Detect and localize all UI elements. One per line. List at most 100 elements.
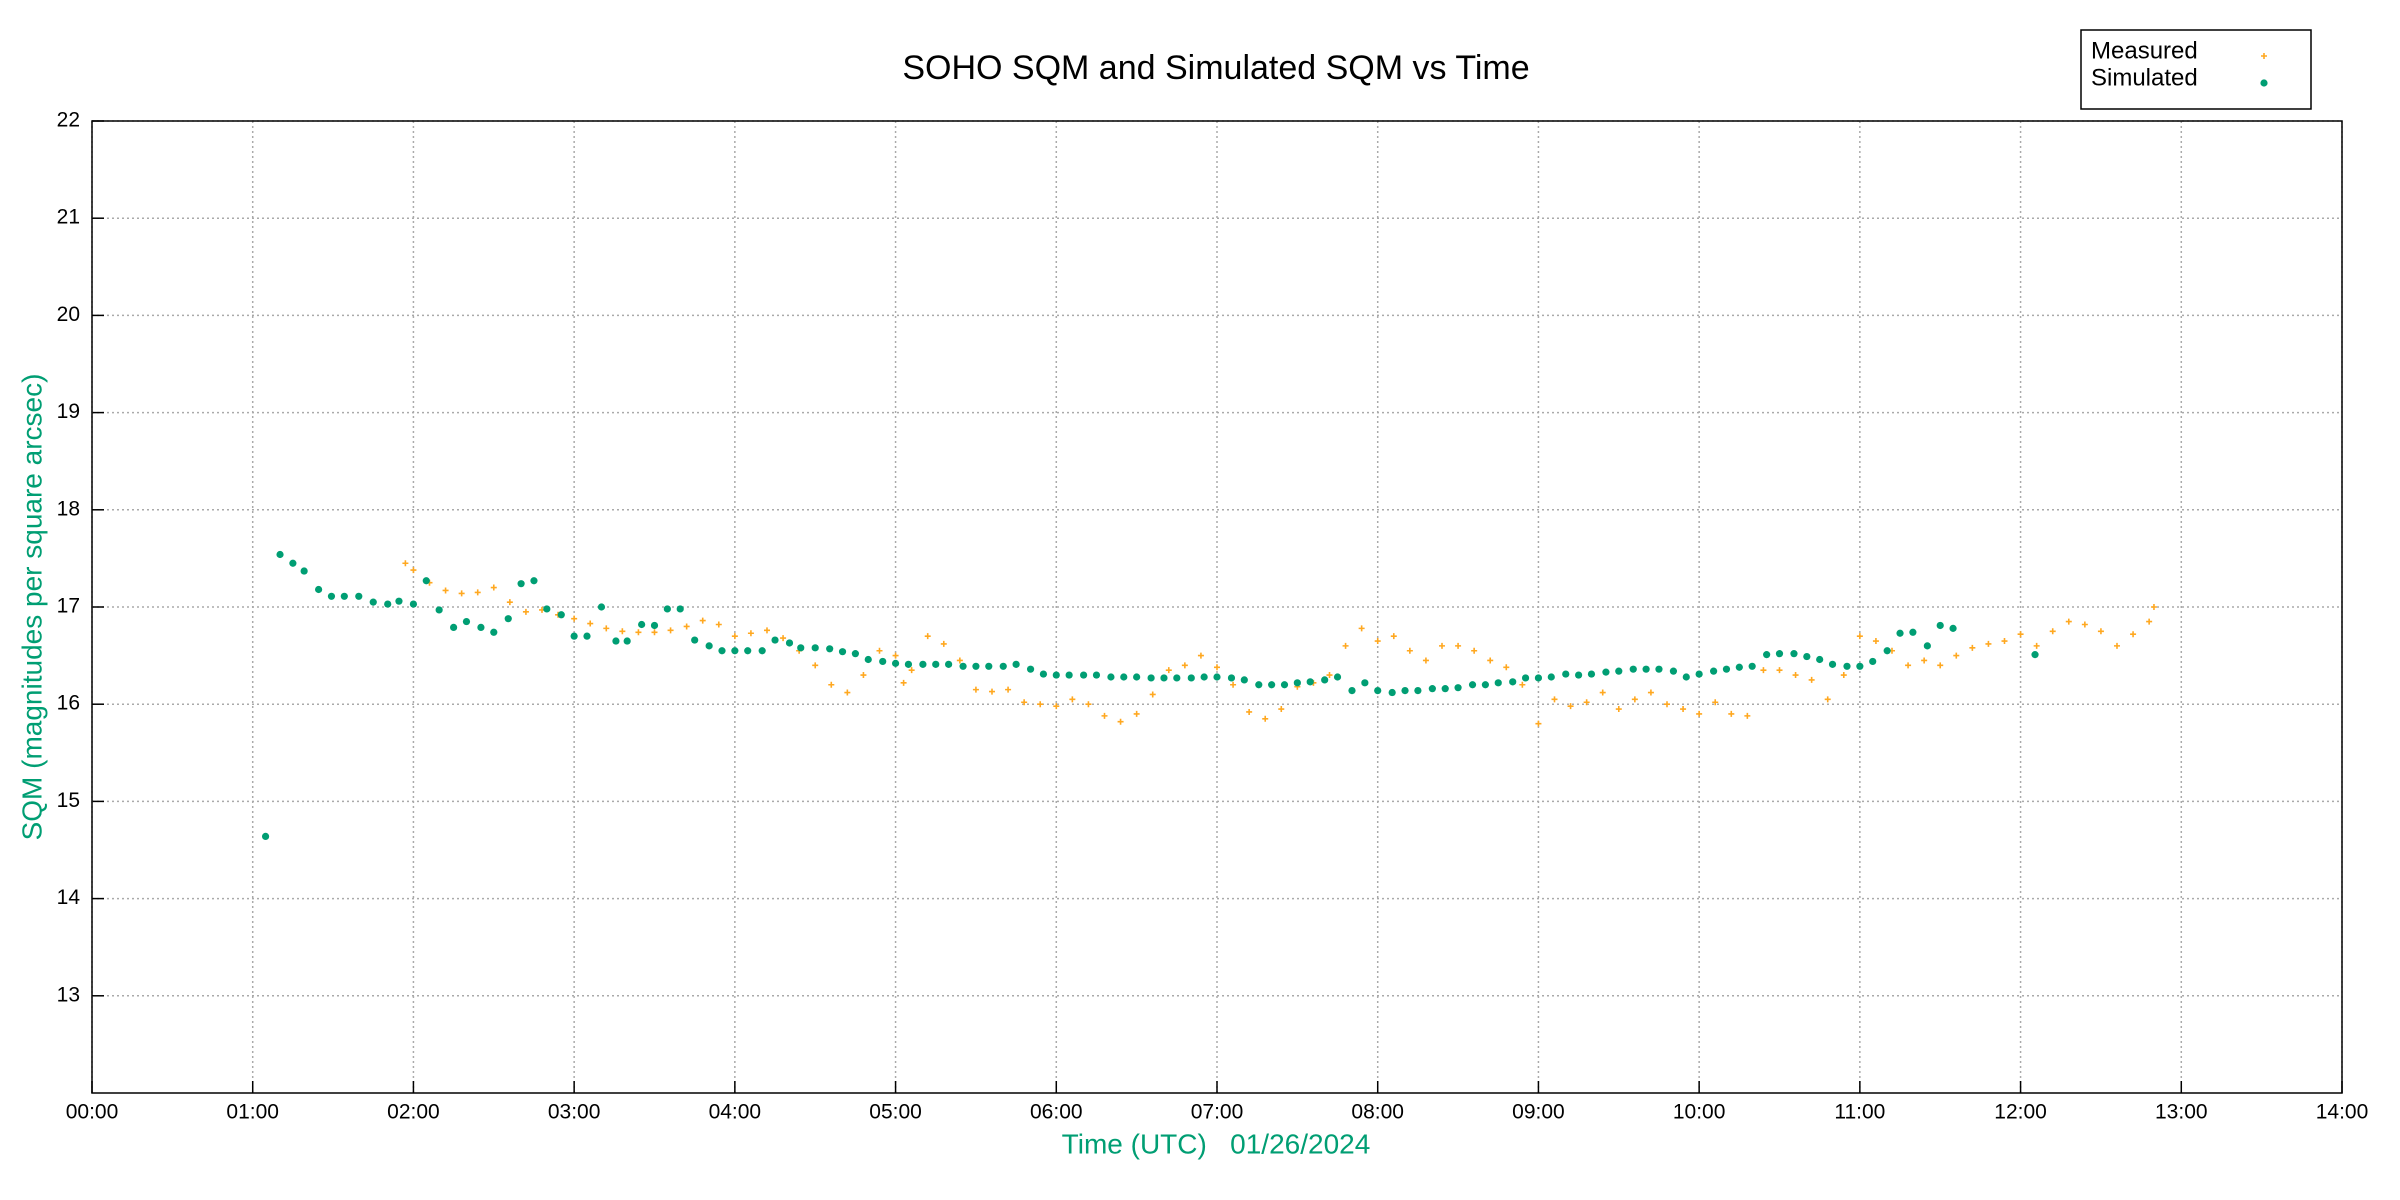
simulated-marker <box>1669 667 1678 675</box>
simulated-marker <box>384 600 392 608</box>
simulated-marker <box>1441 685 1449 693</box>
simulated-marker <box>1655 665 1663 673</box>
measured-marker <box>490 584 497 591</box>
measured-marker <box>844 689 851 696</box>
simulated-marker <box>1280 681 1289 689</box>
measured-marker <box>410 567 417 574</box>
simulated-marker <box>369 598 377 606</box>
y-tick-label: 18 <box>57 497 80 520</box>
simulated-marker <box>462 617 471 626</box>
simulated-marker <box>691 636 699 644</box>
measured-marker <box>1101 712 1108 719</box>
simulated-marker <box>771 636 779 644</box>
simulated-marker <box>945 660 953 668</box>
measured-marker <box>1872 638 1879 645</box>
measured-marker <box>1647 689 1654 696</box>
measured-marker <box>1631 696 1638 703</box>
measured-marker <box>2146 618 2153 625</box>
x-tick-label: 05:00 <box>869 1101 922 1124</box>
simulated-marker <box>597 603 606 611</box>
measured-marker <box>828 681 835 688</box>
simulated-marker <box>1160 674 1168 682</box>
measured-marker <box>1953 652 1960 659</box>
simulated-marker <box>1321 676 1329 684</box>
simulated-marker <box>864 655 872 664</box>
measured-marker <box>2081 621 2088 628</box>
x-tick-label: 01:00 <box>226 1101 279 1124</box>
measured-marker <box>699 617 706 624</box>
x-tick-label: 13:00 <box>2155 1101 2208 1124</box>
simulated-marker <box>663 605 671 613</box>
simulated-marker <box>1306 678 1314 686</box>
simulated-marker <box>972 662 980 670</box>
simulated-marker <box>731 647 739 655</box>
simulated-marker <box>1173 674 1181 682</box>
y-tick-label: 14 <box>57 886 81 909</box>
measured-marker <box>603 625 610 632</box>
measured-marker <box>1390 633 1397 640</box>
simulated-marker <box>261 832 270 840</box>
x-axis-label: Time (UTC) 01/26/2024 <box>1062 1128 1371 1159</box>
simulated-marker <box>1615 667 1623 675</box>
simulated-marker <box>919 660 927 668</box>
simulated-marker <box>1348 686 1356 695</box>
measured-marker <box>1406 647 1413 654</box>
measured-marker <box>571 615 578 622</box>
simulated-marker <box>315 585 323 594</box>
simulated-marker <box>1828 660 1837 668</box>
measured-marker <box>587 620 594 627</box>
simulated-marker <box>891 659 900 667</box>
simulated-marker <box>1896 629 1904 637</box>
measured-marker <box>908 667 915 674</box>
simulated-marker <box>811 644 819 652</box>
measured-marker <box>1085 701 1092 708</box>
simulated-marker <box>1361 679 1369 687</box>
simulated-marker <box>1026 665 1035 673</box>
simulated-marker <box>1790 650 1798 658</box>
simulated-marker <box>1735 663 1743 671</box>
x-tick-label: 11:00 <box>1834 1101 1885 1124</box>
simulated-marker <box>1816 655 1824 664</box>
simulated-marker <box>1039 670 1048 678</box>
measured-marker <box>1551 696 1558 703</box>
simulated-marker <box>999 662 1007 670</box>
simulated-marker <box>705 642 713 650</box>
simulated-marker <box>1642 665 1650 673</box>
measured-marker <box>812 662 819 669</box>
measured-marker <box>1214 664 1220 671</box>
simulated-marker <box>435 606 443 614</box>
simulated-marker <box>1695 670 1703 678</box>
simulated-marker <box>530 577 538 585</box>
measured-marker <box>972 686 979 693</box>
y-tick-label: 21 <box>57 206 80 229</box>
measured-marker <box>1921 657 1928 664</box>
simulated-marker <box>340 592 348 600</box>
measured-marker <box>2017 631 2024 638</box>
measured-marker <box>1165 667 1172 674</box>
simulated-marker <box>1120 673 1128 681</box>
measured-marker <box>1278 706 1285 713</box>
measured-marker <box>1728 710 1735 717</box>
simulated-marker <box>409 600 418 608</box>
y-tick-label: 16 <box>57 692 80 715</box>
simulated-marker <box>612 637 620 645</box>
measured-marker <box>1567 703 1574 710</box>
simulated-marker <box>289 559 297 567</box>
measured-marker <box>1005 686 1012 693</box>
simulated-marker <box>838 648 847 656</box>
simulated-marker <box>1092 671 1101 679</box>
simulated-marker <box>1012 660 1020 668</box>
y-tick-label: 13 <box>57 983 80 1006</box>
simulated-marker <box>327 592 336 600</box>
measured-marker <box>1503 664 1510 671</box>
simulated-marker <box>490 628 498 636</box>
x-tick-label: 04:00 <box>709 1101 762 1124</box>
simulated-marker <box>1454 684 1462 692</box>
simulated-marker <box>1468 681 1477 689</box>
measured-marker <box>1776 667 1783 674</box>
legend-label: Simulated <box>2091 64 2198 91</box>
simulated-marker <box>450 623 458 632</box>
simulated-marker <box>1200 673 1208 681</box>
